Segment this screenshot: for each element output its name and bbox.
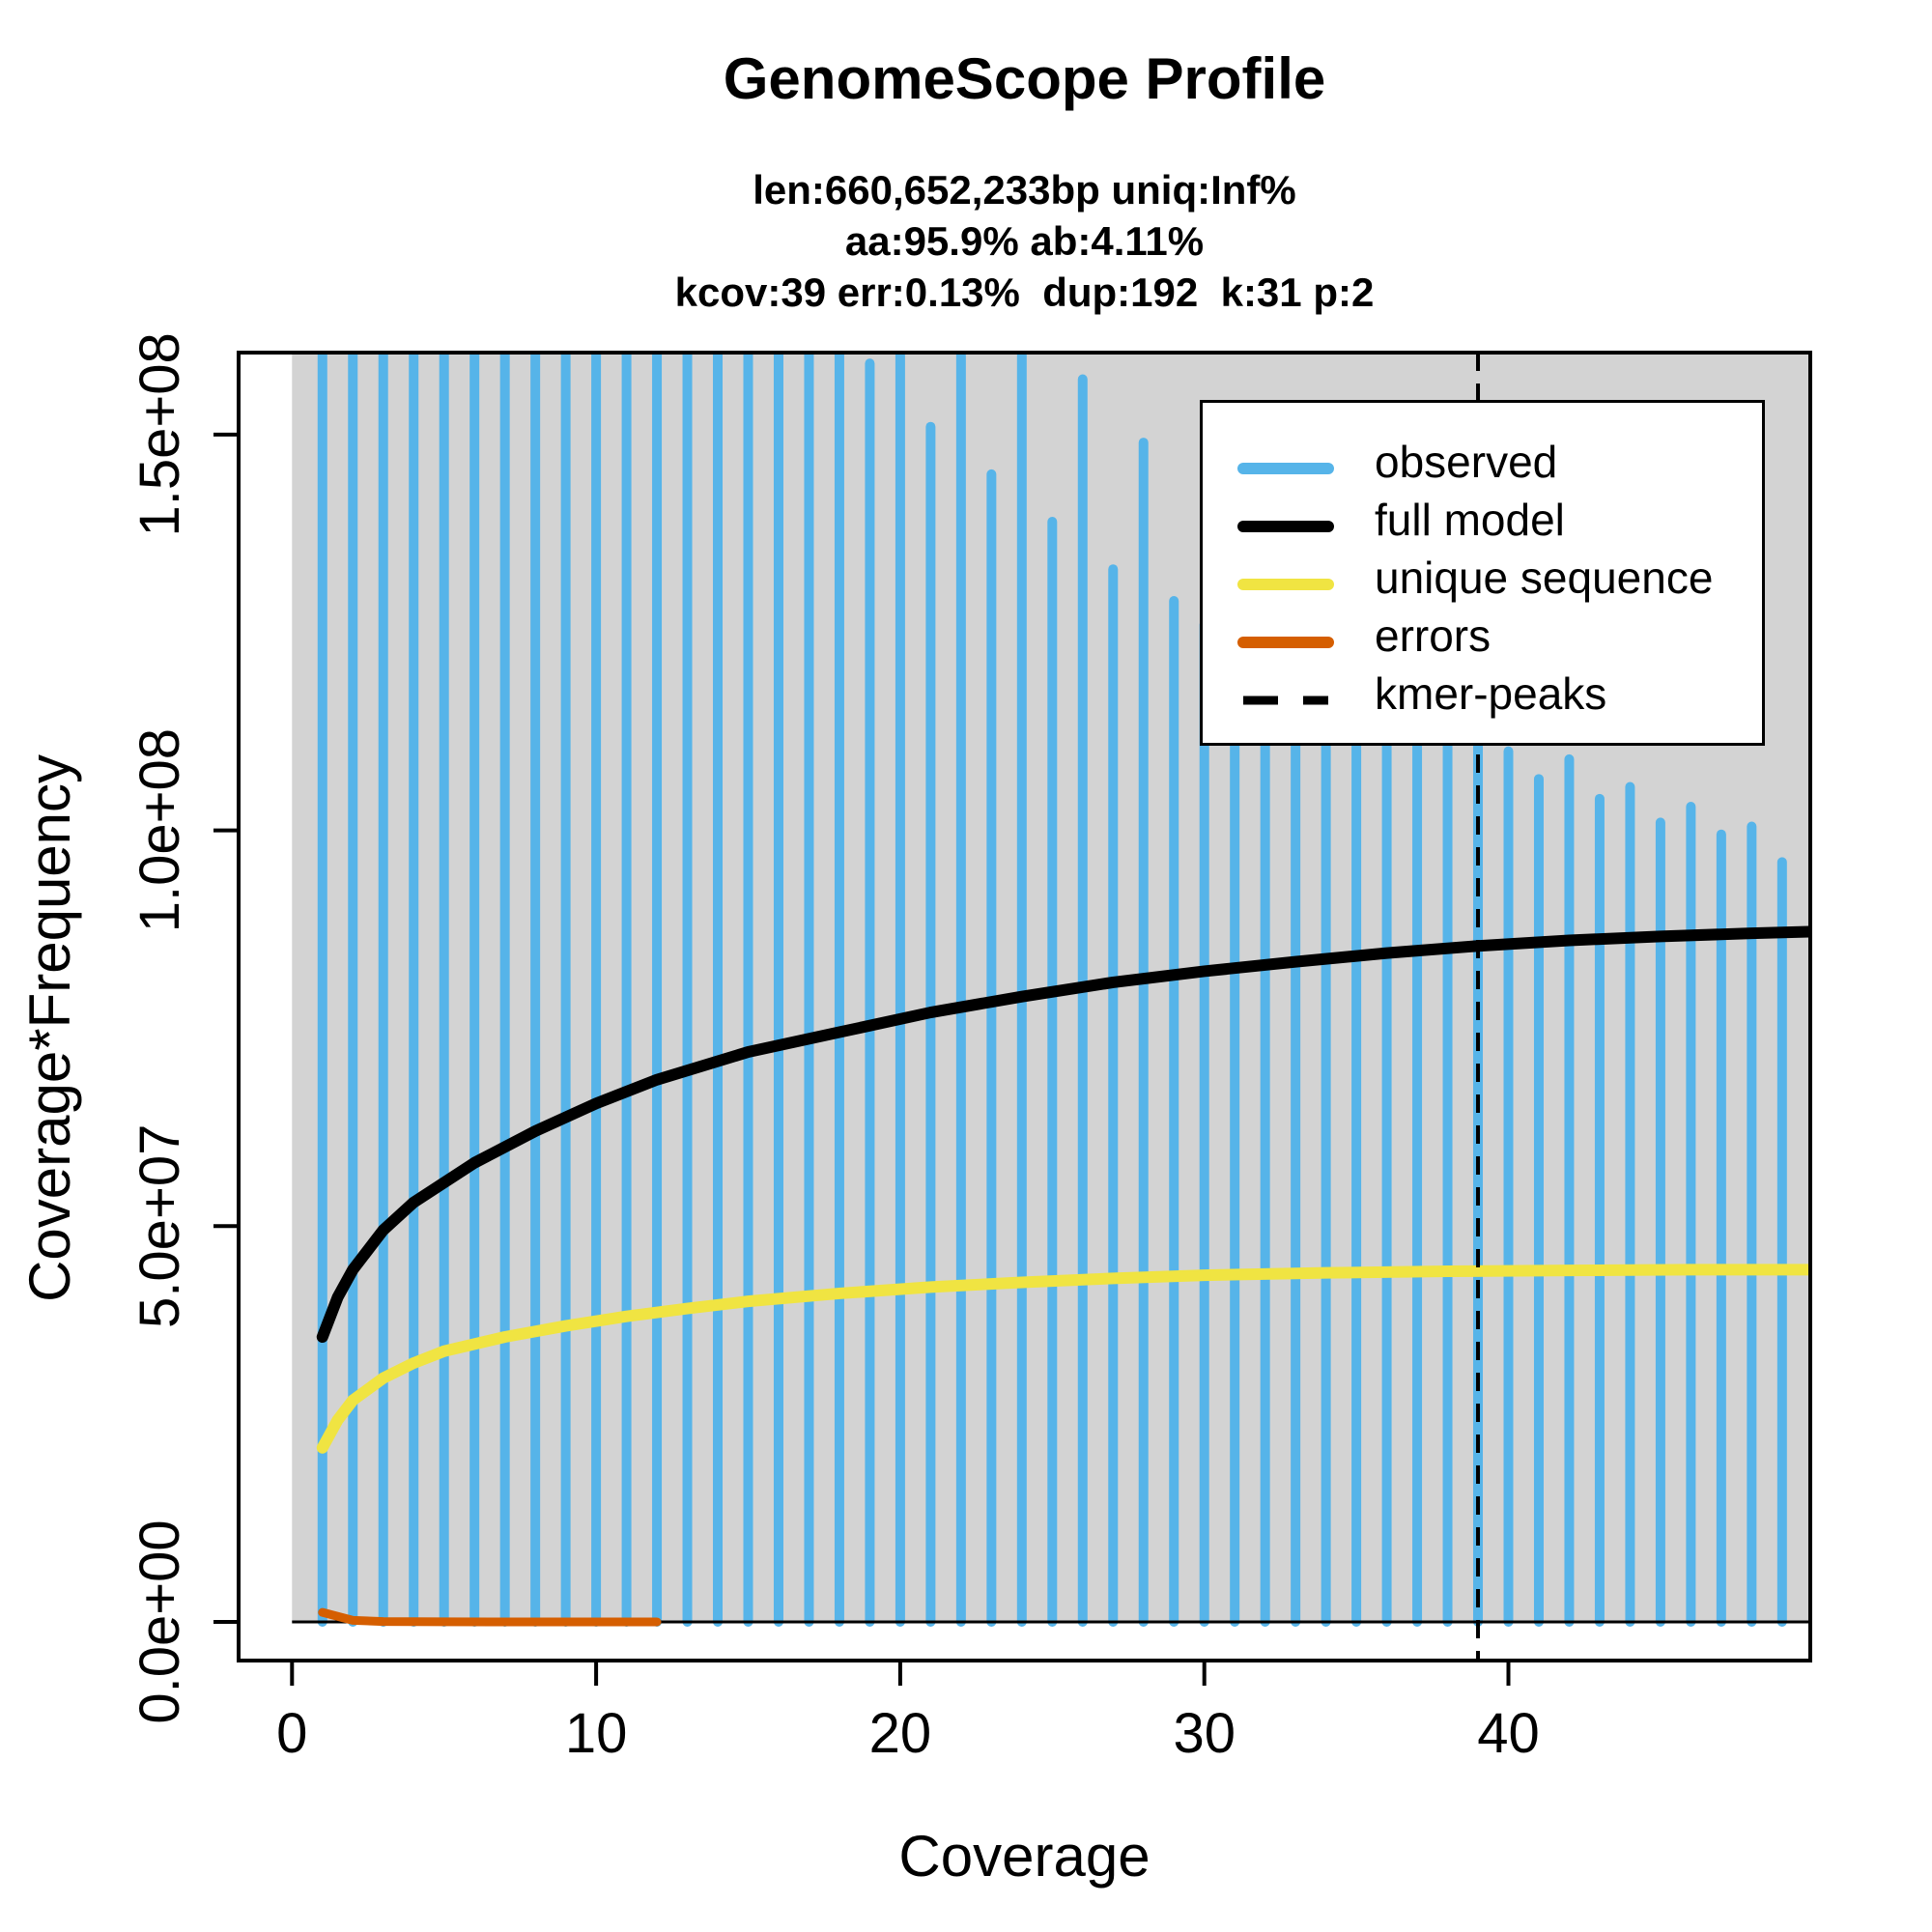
x-axis-tick-label: 20 <box>869 1702 932 1765</box>
legend-label: errors <box>1375 611 1492 661</box>
y-axis-tick-label: 1.5e+08 <box>128 332 191 536</box>
y-axis-title: Coverage*Frequency <box>17 754 82 1302</box>
legend-item-errors: errors <box>1203 607 1762 665</box>
legend-label: unique sequence <box>1375 553 1714 603</box>
x-axis-title: Coverage <box>898 1824 1150 1889</box>
x-axis-tick-label: 10 <box>565 1702 628 1765</box>
x-axis-tick-label: 30 <box>1173 1702 1236 1765</box>
legend-label: kmer-peaks <box>1375 668 1607 719</box>
unique-sequence-curve <box>316 1264 1810 1454</box>
y-axis-tick-label: 0.0e+00 <box>128 1520 191 1723</box>
legend-item-kmer-peaks: kmer-peaks <box>1203 665 1762 723</box>
legend-label: observed <box>1375 437 1558 487</box>
plot-area <box>292 353 1810 1627</box>
legend-item-unique-sequence: unique sequence <box>1203 549 1762 607</box>
y-axis-tick-label: 5.0e+07 <box>128 1124 191 1328</box>
x-axis: 0 10 20 30 40 Coverage <box>276 1661 1540 1889</box>
observed-histogram <box>317 353 1787 1627</box>
y-axis: 0.0e+00 5.0e+07 1.0e+08 1.5e+08 Coverage*Fre… <box>17 332 239 1724</box>
legend-item-observed: observed <box>1203 433 1762 491</box>
legend-label: full model <box>1375 495 1565 545</box>
chart-legend: observed full model unique sequence erro… <box>1200 400 1765 746</box>
full-model-curve <box>316 925 1810 1344</box>
legend-item-full-model: full model <box>1203 491 1762 549</box>
y-axis-tick-label: 1.0e+08 <box>128 728 191 932</box>
x-axis-tick-label: 40 <box>1477 1702 1540 1765</box>
plot-frame <box>237 351 1812 1662</box>
errors-curve <box>318 1607 662 1627</box>
x-axis-tick-label: 0 <box>276 1702 307 1765</box>
